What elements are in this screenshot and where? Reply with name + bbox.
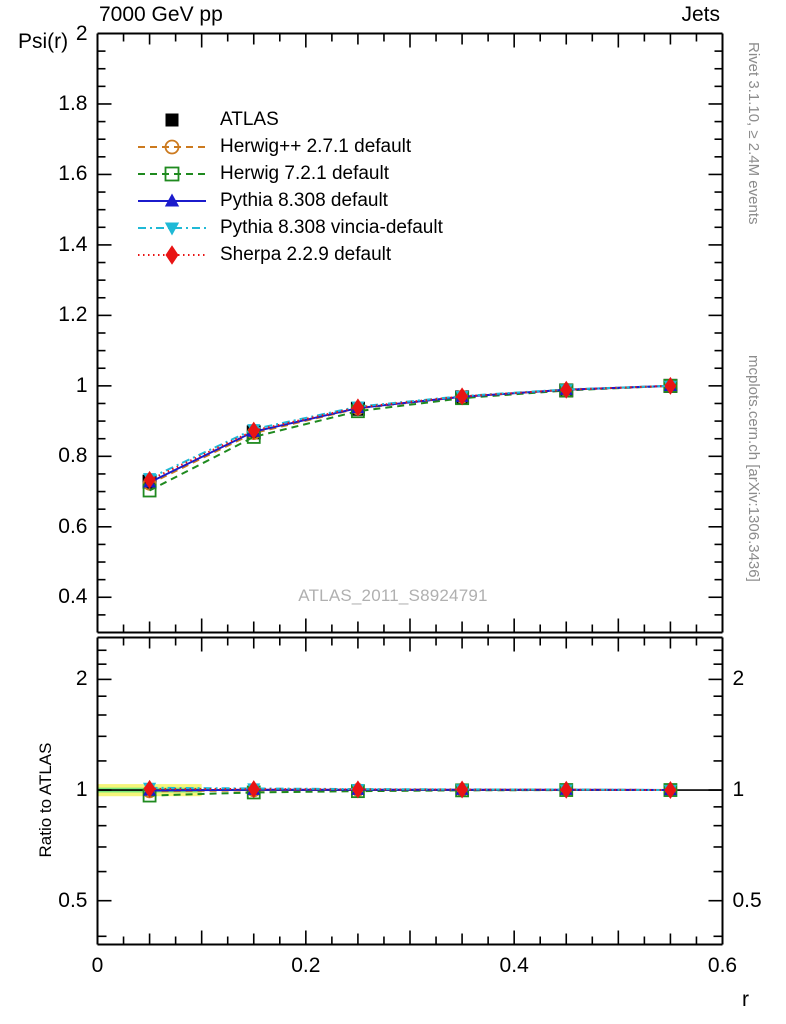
y-tick-label-main: 1.4 <box>58 232 88 256</box>
x-tick-label: 0 <box>91 953 104 977</box>
data-point-marker <box>456 387 469 406</box>
y-tick-label-main: 1.8 <box>58 91 88 115</box>
legend-item[interactable]: Herwig++ 2.7.1 default <box>136 133 466 160</box>
legend-item[interactable]: Sherpa 2.2.9 default <box>136 241 466 268</box>
series-line <box>149 384 671 484</box>
x-tick-label: 0.4 <box>499 953 529 977</box>
legend-item[interactable]: Pythia 8.308 vincia-default <box>136 214 466 241</box>
y-tick-label-main: 0.6 <box>58 514 88 538</box>
data-point-marker <box>664 781 677 800</box>
data-point-marker <box>560 380 573 399</box>
y-tick-label-main: 1 <box>75 373 88 397</box>
legend-label: Sherpa 2.2.9 default <box>220 244 392 265</box>
legend-label: Herwig 7.2.1 default <box>220 163 389 184</box>
main-axis-frame <box>96 32 724 634</box>
x-tick-label: 0.2 <box>291 953 321 977</box>
y-tick-label-main: 1.2 <box>58 303 88 327</box>
y-tick-label-ratio-left: 1 <box>75 778 88 802</box>
series-line <box>149 384 671 481</box>
series-line <box>149 786 671 792</box>
legend-key-square-filled-icon <box>136 106 208 133</box>
data-point-marker <box>164 193 180 207</box>
ratio-axis-frame <box>96 636 724 946</box>
header-analysis-label: Jets <box>681 3 720 26</box>
header-beam-label: 7000 GeV pp <box>99 3 223 26</box>
legend-item[interactable]: ATLAS <box>136 106 466 133</box>
legend-key-triangle-down-icon <box>136 214 208 241</box>
legend-key-circle-open-icon <box>136 133 208 160</box>
data-point-marker <box>560 780 573 799</box>
data-point-marker <box>164 166 180 182</box>
y-tick-label-ratio-left: 2 <box>75 667 88 691</box>
data-point-marker <box>164 222 180 236</box>
data-point-marker <box>247 421 260 440</box>
data-point-marker <box>664 376 677 395</box>
series-line <box>149 384 671 480</box>
y-tick-label-main: 0.4 <box>58 585 88 609</box>
legend-key-diamond-icon <box>136 241 208 268</box>
y-tick-label-main: 0.8 <box>58 444 88 468</box>
legend-key-triangle-up-icon <box>136 187 208 214</box>
legend-item[interactable]: Herwig 7.2.1 default <box>136 160 466 187</box>
y-tick-label-ratio-right: 0.5 <box>732 888 762 912</box>
data-point-marker <box>165 113 179 127</box>
data-point-marker <box>351 398 364 417</box>
x-axis-title: r <box>742 988 749 1011</box>
legend-key-square-open-icon <box>136 160 208 187</box>
series-line <box>149 384 671 492</box>
series-sherpa-2-2-9-default <box>143 376 677 489</box>
legend-label: Pythia 8.308 default <box>220 190 388 211</box>
data-point-marker <box>164 139 180 155</box>
legend-label: Herwig++ 2.7.1 default <box>220 136 412 157</box>
legend-item[interactable]: Pythia 8.308 default <box>136 187 466 214</box>
data-point-marker <box>165 245 179 265</box>
y-tick-label-ratio-right: 2 <box>732 667 745 691</box>
y-axis-title-main: Psi(r) <box>18 30 69 53</box>
analysis-watermark: ATLAS_2011_S8924791 <box>298 586 488 605</box>
data-point-marker <box>247 780 260 799</box>
legend-label: Pythia 8.308 vincia-default <box>220 217 443 238</box>
data-point-marker <box>143 779 156 798</box>
y-tick-label-main: 1.6 <box>58 162 88 186</box>
x-tick-label: 0.6 <box>707 953 738 977</box>
data-point-marker <box>456 780 469 799</box>
series-line <box>149 787 671 792</box>
y-tick-label-ratio-left: 0.5 <box>58 888 88 912</box>
y-tick-label-ratio-right: 1 <box>732 778 745 802</box>
y-tick-label-main: 2 <box>75 21 88 45</box>
series-sherpa-2-2-9-default <box>143 779 677 800</box>
legend-label: ATLAS <box>220 109 279 130</box>
data-point-marker <box>143 470 156 489</box>
legend: ATLAS Herwig++ 2.7.1 default Herwig 7.2.1 … <box>136 106 466 268</box>
data-point-marker <box>351 780 364 799</box>
